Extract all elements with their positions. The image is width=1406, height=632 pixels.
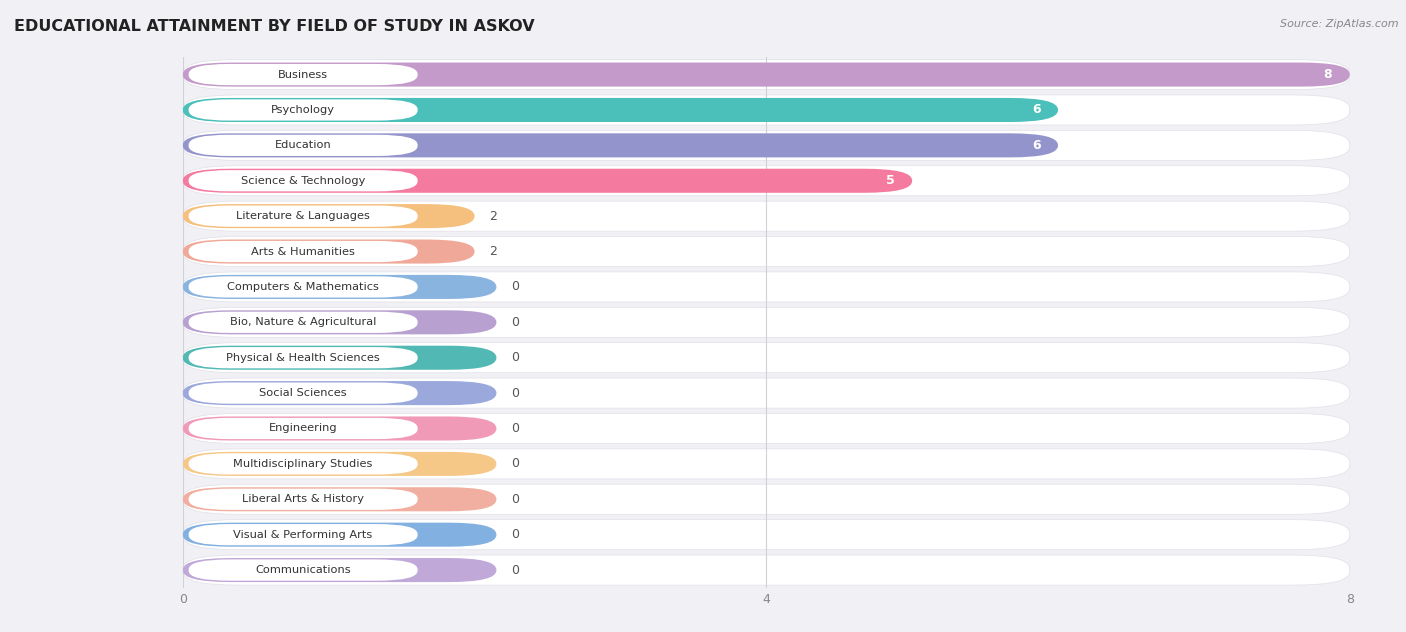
- FancyBboxPatch shape: [188, 347, 418, 368]
- FancyBboxPatch shape: [183, 558, 496, 582]
- FancyBboxPatch shape: [188, 312, 418, 333]
- FancyBboxPatch shape: [183, 275, 496, 299]
- Text: Education: Education: [274, 140, 332, 150]
- FancyBboxPatch shape: [188, 135, 418, 156]
- Text: Business: Business: [278, 70, 328, 80]
- Text: Source: ZipAtlas.com: Source: ZipAtlas.com: [1281, 19, 1399, 29]
- FancyBboxPatch shape: [188, 64, 418, 85]
- Text: Social Sciences: Social Sciences: [259, 388, 347, 398]
- Text: 0: 0: [510, 458, 519, 470]
- Text: Physical & Health Sciences: Physical & Health Sciences: [226, 353, 380, 363]
- FancyBboxPatch shape: [183, 169, 912, 193]
- Text: Engineering: Engineering: [269, 423, 337, 434]
- Text: EDUCATIONAL ATTAINMENT BY FIELD OF STUDY IN ASKOV: EDUCATIONAL ATTAINMENT BY FIELD OF STUDY…: [14, 19, 534, 34]
- Text: 0: 0: [510, 351, 519, 364]
- Text: 6: 6: [1032, 104, 1040, 116]
- Text: Communications: Communications: [256, 565, 352, 575]
- FancyBboxPatch shape: [183, 378, 1350, 408]
- FancyBboxPatch shape: [183, 452, 496, 476]
- Text: Liberal Arts & History: Liberal Arts & History: [242, 494, 364, 504]
- FancyBboxPatch shape: [188, 241, 418, 262]
- FancyBboxPatch shape: [183, 520, 1350, 550]
- FancyBboxPatch shape: [183, 59, 1350, 90]
- FancyBboxPatch shape: [183, 272, 1350, 302]
- Text: 2: 2: [489, 210, 496, 222]
- Text: Science & Technology: Science & Technology: [240, 176, 366, 186]
- Text: 0: 0: [510, 493, 519, 506]
- Text: 0: 0: [510, 564, 519, 576]
- FancyBboxPatch shape: [183, 449, 1350, 479]
- FancyBboxPatch shape: [188, 453, 418, 475]
- FancyBboxPatch shape: [183, 240, 475, 264]
- FancyBboxPatch shape: [183, 310, 496, 334]
- Text: Computers & Mathematics: Computers & Mathematics: [228, 282, 380, 292]
- FancyBboxPatch shape: [188, 99, 418, 121]
- Text: 0: 0: [510, 316, 519, 329]
- Text: Visual & Performing Arts: Visual & Performing Arts: [233, 530, 373, 540]
- FancyBboxPatch shape: [188, 205, 418, 227]
- Text: Bio, Nature & Agricultural: Bio, Nature & Agricultural: [231, 317, 377, 327]
- FancyBboxPatch shape: [183, 343, 1350, 373]
- Text: Multidisciplinary Studies: Multidisciplinary Studies: [233, 459, 373, 469]
- FancyBboxPatch shape: [183, 307, 1350, 337]
- Text: 0: 0: [510, 387, 519, 399]
- Text: Arts & Humanities: Arts & Humanities: [252, 246, 356, 257]
- Text: 0: 0: [510, 528, 519, 541]
- FancyBboxPatch shape: [183, 413, 1350, 444]
- FancyBboxPatch shape: [183, 555, 1350, 585]
- FancyBboxPatch shape: [188, 489, 418, 510]
- Text: 2: 2: [489, 245, 496, 258]
- Text: 0: 0: [510, 422, 519, 435]
- FancyBboxPatch shape: [183, 484, 1350, 514]
- Text: 8: 8: [1323, 68, 1333, 81]
- FancyBboxPatch shape: [183, 381, 496, 405]
- FancyBboxPatch shape: [183, 201, 1350, 231]
- FancyBboxPatch shape: [183, 63, 1350, 87]
- FancyBboxPatch shape: [183, 98, 1059, 122]
- FancyBboxPatch shape: [188, 382, 418, 404]
- FancyBboxPatch shape: [183, 346, 496, 370]
- Text: 6: 6: [1032, 139, 1040, 152]
- Text: 5: 5: [886, 174, 894, 187]
- FancyBboxPatch shape: [183, 523, 496, 547]
- FancyBboxPatch shape: [183, 133, 1059, 157]
- FancyBboxPatch shape: [188, 170, 418, 191]
- FancyBboxPatch shape: [183, 204, 475, 228]
- FancyBboxPatch shape: [188, 276, 418, 298]
- Text: Literature & Languages: Literature & Languages: [236, 211, 370, 221]
- Text: 0: 0: [510, 281, 519, 293]
- FancyBboxPatch shape: [183, 95, 1350, 125]
- FancyBboxPatch shape: [183, 416, 496, 441]
- FancyBboxPatch shape: [188, 524, 418, 545]
- FancyBboxPatch shape: [183, 130, 1350, 161]
- Text: Psychology: Psychology: [271, 105, 335, 115]
- FancyBboxPatch shape: [188, 418, 418, 439]
- FancyBboxPatch shape: [183, 166, 1350, 196]
- FancyBboxPatch shape: [188, 559, 418, 581]
- FancyBboxPatch shape: [183, 487, 496, 511]
- FancyBboxPatch shape: [183, 236, 1350, 267]
